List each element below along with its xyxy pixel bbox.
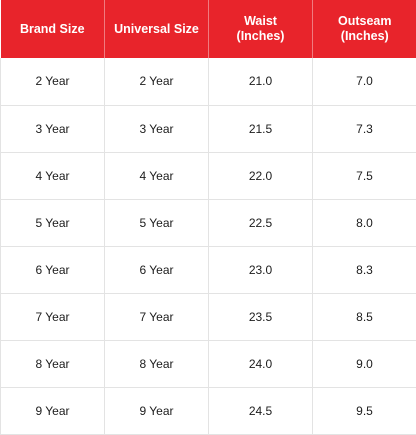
cell-universal-size: 8 Year [105,340,209,387]
table-row: 4 Year 4 Year 22.0 7.5 [1,152,416,199]
table-body: 2 Year 2 Year 21.0 7.0 3 Year 3 Year 21.… [1,58,416,434]
cell-universal-size: 7 Year [105,293,209,340]
cell-outseam: 7.5 [313,152,416,199]
header-label: Universal Size [109,22,204,37]
header-waist: Waist (Inches) [209,0,313,58]
cell-universal-size: 2 Year [105,58,209,105]
header-universal-size: Universal Size [105,0,209,58]
cell-brand-size: 3 Year [1,105,105,152]
cell-waist: 23.5 [209,293,313,340]
cell-waist: 22.5 [209,199,313,246]
table-row: 7 Year 7 Year 23.5 8.5 [1,293,416,340]
cell-waist: 24.0 [209,340,313,387]
header-row: Brand Size Universal Size Waist (Inches)… [1,0,416,58]
table-row: 2 Year 2 Year 21.0 7.0 [1,58,416,105]
cell-waist: 23.0 [209,246,313,293]
cell-outseam: 7.0 [313,58,416,105]
header-label: Outseam [317,14,413,29]
table-row: 5 Year 5 Year 22.5 8.0 [1,199,416,246]
header-brand-size: Brand Size [1,0,105,58]
cell-universal-size: 4 Year [105,152,209,199]
cell-universal-size: 5 Year [105,199,209,246]
header-outseam: Outseam (Inches) [313,0,416,58]
table-row: 8 Year 8 Year 24.0 9.0 [1,340,416,387]
cell-brand-size: 9 Year [1,387,105,434]
cell-universal-size: 9 Year [105,387,209,434]
cell-outseam: 9.0 [313,340,416,387]
cell-outseam: 9.5 [313,387,416,434]
table-row: 9 Year 9 Year 24.5 9.5 [1,387,416,434]
cell-outseam: 8.5 [313,293,416,340]
cell-universal-size: 6 Year [105,246,209,293]
cell-universal-size: 3 Year [105,105,209,152]
cell-waist: 24.5 [209,387,313,434]
table-header: Brand Size Universal Size Waist (Inches)… [1,0,416,58]
table-row: 6 Year 6 Year 23.0 8.3 [1,246,416,293]
cell-brand-size: 8 Year [1,340,105,387]
header-unit: (Inches) [213,29,308,44]
cell-waist: 21.5 [209,105,313,152]
cell-brand-size: 2 Year [1,58,105,105]
header-unit: (Inches) [317,29,413,44]
header-label: Brand Size [5,22,101,37]
cell-outseam: 7.3 [313,105,416,152]
cell-outseam: 8.3 [313,246,416,293]
cell-waist: 22.0 [209,152,313,199]
cell-brand-size: 7 Year [1,293,105,340]
cell-outseam: 8.0 [313,199,416,246]
cell-brand-size: 6 Year [1,246,105,293]
table-row: 3 Year 3 Year 21.5 7.3 [1,105,416,152]
header-label: Waist [213,14,308,29]
cell-waist: 21.0 [209,58,313,105]
cell-brand-size: 5 Year [1,199,105,246]
cell-brand-size: 4 Year [1,152,105,199]
